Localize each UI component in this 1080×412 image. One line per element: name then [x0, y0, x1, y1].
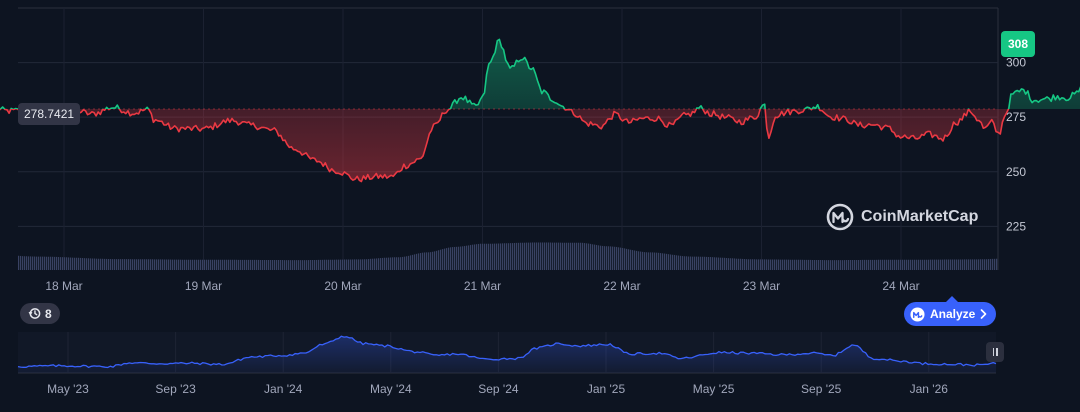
x-tick-label: 20 Mar [324, 279, 361, 293]
x-tick-label: 19 Mar [185, 279, 222, 293]
x-tick-label: 23 Mar [743, 279, 780, 293]
navigator-tick-label: Sep '25 [801, 382, 842, 396]
x-tick-label: 24 Mar [882, 279, 919, 293]
navigator[interactable] [17, 332, 997, 374]
navigator-x-axis: May '23 Sep '23 Jan '24 May '24 Sep '24 Jan '… [47, 382, 948, 396]
y-tick-label: 300 [1006, 56, 1026, 70]
navigator-tick-label: Jan '26 [910, 382, 949, 396]
volume-bars [18, 242, 998, 270]
navigator-tick-label: Sep '23 [155, 382, 196, 396]
x-tick-label: 22 Mar [603, 279, 640, 293]
history-count: 8 [45, 306, 52, 321]
price-area-up [0, 39, 1080, 109]
x-tick-label: 21 Mar [464, 279, 501, 293]
navigator-tick-label: Jan '25 [587, 382, 626, 396]
history-icon [28, 308, 41, 319]
y-tick-label: 225 [1006, 219, 1026, 233]
navigator-tick-label: May '24 [370, 382, 412, 396]
y-axis: 225 250 275 300 [1006, 56, 1026, 234]
coinmarketcap-watermark: CoinMarketCap [826, 203, 978, 231]
navigator-line [17, 335, 997, 369]
navigator-area [18, 336, 996, 373]
price-line [0, 38, 1080, 183]
y-tick-label: 275 [1006, 110, 1026, 124]
chevron-right-icon [981, 309, 987, 319]
cmc-logo-icon [910, 306, 925, 322]
navigator-tick-label: Jan '24 [264, 382, 303, 396]
navigator-tick-label: Sep '24 [478, 382, 519, 396]
price-area [0, 39, 1080, 182]
reference-price-badge: 278.7421 [18, 103, 81, 125]
navigator-tick-label: May '23 [47, 382, 89, 396]
analyze-pointer [946, 296, 958, 302]
volume-histogram [18, 242, 998, 270]
analyze-button[interactable]: Analyze [904, 302, 997, 326]
analyze-label: Analyze [930, 307, 976, 321]
x-axis: 18 Mar 19 Mar 20 Mar 21 Mar 22 Mar 23 Mar 24 M… [45, 8, 920, 293]
price-area-down [0, 108, 1009, 182]
current-price-badge: 308 [1001, 31, 1035, 57]
history-button[interactable]: 8 [20, 303, 60, 324]
navigator-tick-label: May '25 [693, 382, 735, 396]
y-tick-label: 250 [1006, 165, 1026, 179]
navigator-handle[interactable] [986, 342, 1004, 362]
watermark-label: CoinMarketCap [861, 208, 979, 225]
x-tick-label: 18 Mar [45, 279, 82, 293]
price-line-down [0, 108, 1010, 183]
coinmarketcap-logo-icon [826, 203, 854, 231]
